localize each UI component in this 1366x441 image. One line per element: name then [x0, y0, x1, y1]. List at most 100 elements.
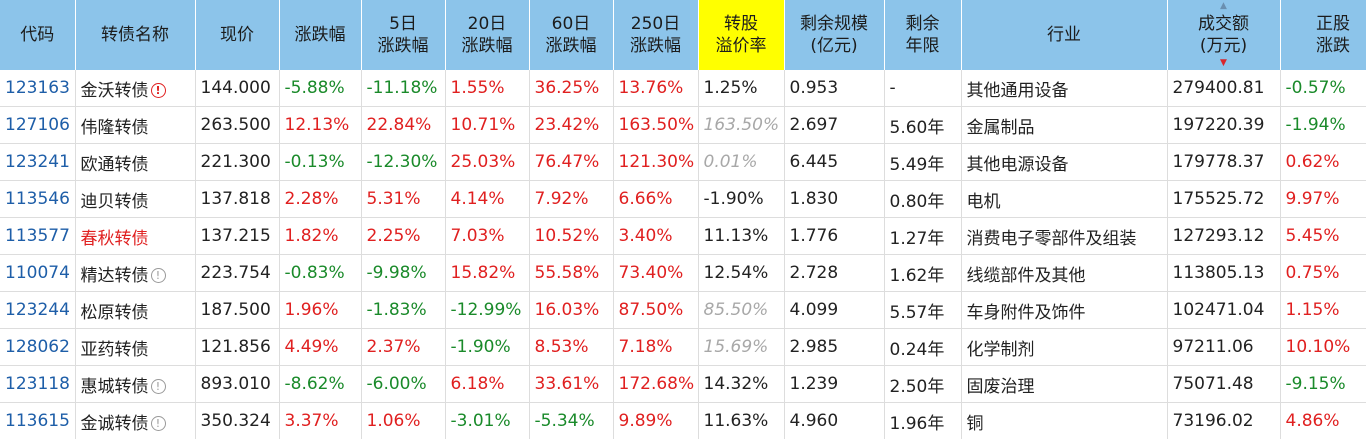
change-5d-cell: 5.31%	[361, 180, 446, 218]
bond-code-cell[interactable]: 123244	[0, 291, 76, 329]
industry-cell: 消费电子零部件及组装	[961, 217, 1168, 255]
change-20d-cell: 4.14%	[445, 180, 530, 218]
table-row[interactable]: 123244 松原转债 187.500 1.96% -1.83% -12.99% 16.03…	[0, 291, 1366, 329]
column-header-name[interactable]: 转债名称	[75, 0, 196, 70]
conversion-premium-cell: 12.54%	[698, 254, 785, 292]
bond-name-cell[interactable]: 迪贝转债	[75, 180, 196, 218]
column-header-sublabel: 涨跌	[1316, 36, 1350, 56]
bond-name[interactable]: 亚药转债	[80, 339, 149, 360]
bond-name[interactable]: 金沃转债	[80, 80, 149, 101]
stock-change-cell: 1.15%	[1280, 291, 1366, 329]
column-header-chg20[interactable]: 20日 涨跌幅	[445, 0, 530, 70]
bond-code-cell[interactable]: 123241	[0, 143, 76, 181]
bond-name-cell[interactable]: 金沃转债!	[75, 70, 196, 107]
column-header-label: 剩余	[905, 14, 940, 34]
stock-change-cell: 9.97%	[1280, 180, 1366, 218]
remaining-size-cell: 4.099	[784, 291, 885, 329]
turnover-cell: 179778.37	[1167, 143, 1281, 181]
industry-cell: 其他通用设备	[961, 70, 1168, 107]
bond-name[interactable]: 春秋转债	[80, 228, 149, 249]
change-60d-cell: 16.03%	[529, 291, 614, 329]
column-header-years[interactable]: 剩余 年限	[884, 0, 962, 70]
bond-code-cell[interactable]: 123118	[0, 365, 76, 403]
bond-code-cell[interactable]: 113615	[0, 402, 76, 439]
change-20d-cell: 15.82%	[445, 254, 530, 292]
bond-name-cell[interactable]: 惠城转债!	[75, 365, 196, 403]
sort-up-icon[interactable]: ▲	[1220, 1, 1227, 11]
bond-code-cell[interactable]: 128062	[0, 328, 76, 366]
column-header-chg5[interactable]: 5日 涨跌幅	[361, 0, 446, 70]
bond-name[interactable]: 欧通转债	[80, 154, 149, 175]
column-header-chg[interactable]: 涨跌幅	[279, 0, 362, 70]
conversion-premium-cell: 0.01%	[698, 143, 785, 181]
table-row[interactable]: 110074 精达转债! 223.754 -0.83% -9.98% 15.82% 55.5…	[0, 254, 1366, 292]
warning-icon[interactable]: !	[150, 82, 166, 98]
bond-name-cell[interactable]: 伟隆转债	[75, 106, 196, 144]
change-60d-cell: 36.25%	[529, 70, 614, 107]
change-60d-cell: 7.92%	[529, 180, 614, 218]
remaining-years-cell: -	[884, 70, 962, 107]
bond-name[interactable]: 精达转债	[80, 265, 149, 286]
change-5d-cell: -6.00%	[361, 365, 446, 403]
bond-code-cell[interactable]: 113577	[0, 217, 76, 255]
change-5d-cell: -1.83%	[361, 291, 446, 329]
info-icon[interactable]: !	[150, 415, 166, 431]
conversion-premium-cell: 163.50%	[698, 106, 785, 144]
column-header-industry[interactable]: 行业	[961, 0, 1168, 70]
bond-name-cell[interactable]: 松原转债	[75, 291, 196, 329]
bond-name-cell[interactable]: 欧通转债	[75, 143, 196, 181]
change-20d-cell: -1.90%	[445, 328, 530, 366]
change-20d-cell: 25.03%	[445, 143, 530, 181]
sort-down-icon[interactable]: ▼	[1220, 58, 1227, 68]
column-header-label: 行业	[1047, 25, 1081, 45]
bond-name-cell[interactable]: 金诚转债!	[75, 402, 196, 439]
table-row[interactable]: 113546 迪贝转债 137.818 2.28% 5.31% 4.14% 7.92% 6.6…	[0, 180, 1366, 218]
change-5d-cell: -12.30%	[361, 143, 446, 181]
bond-name[interactable]: 松原转债	[80, 302, 149, 323]
column-header-label: 现价	[220, 25, 254, 45]
table-row[interactable]: 123118 惠城转债! 893.010 -8.62% -6.00% 6.18% 33.61…	[0, 365, 1366, 403]
change-60d-cell: 33.61%	[529, 365, 614, 403]
change-cell: 1.96%	[279, 291, 362, 329]
change-60d-cell: 10.52%	[529, 217, 614, 255]
change-cell: -0.83%	[279, 254, 362, 292]
change-20d-cell: -12.99%	[445, 291, 530, 329]
change-cell: -0.13%	[279, 143, 362, 181]
column-header-code[interactable]: 代码	[0, 0, 76, 70]
info-icon[interactable]: !	[150, 378, 166, 394]
column-header-chg60[interactable]: 60日 涨跌幅	[529, 0, 614, 70]
bond-name[interactable]: 惠城转债	[80, 376, 149, 397]
column-header-sublabel: 涨跌幅	[630, 36, 681, 56]
price-cell: 137.818	[195, 180, 280, 218]
bond-name[interactable]: 金诚转债	[80, 413, 149, 434]
bond-code-cell[interactable]: 123163	[0, 70, 76, 107]
column-header-price[interactable]: 现价	[195, 0, 280, 70]
bond-code-cell[interactable]: 110074	[0, 254, 76, 292]
change-250d-cell: 172.68%	[613, 365, 699, 403]
price-cell: 137.215	[195, 217, 280, 255]
remaining-years-cell: 5.57年	[884, 291, 962, 329]
table-row[interactable]: 128062 亚药转债 121.856 4.49% 2.37% -1.90% 8.53% 7.…	[0, 328, 1366, 366]
column-header-size[interactable]: 剩余规模 (亿元)	[784, 0, 885, 70]
column-header-premium[interactable]: 转股 溢价率	[698, 0, 785, 70]
bond-name-cell[interactable]: 亚药转债	[75, 328, 196, 366]
industry-cell: 电机	[961, 180, 1168, 218]
bond-code-cell[interactable]: 127106	[0, 106, 76, 144]
column-header-turnover[interactable]: 成交额 (万元) ▲ ▼	[1167, 0, 1281, 70]
table-row[interactable]: 123241 欧通转债 221.300 -0.13% -12.30% 25.03% 76.4…	[0, 143, 1366, 181]
bond-code-cell[interactable]: 113546	[0, 180, 76, 218]
info-icon[interactable]: !	[150, 267, 166, 283]
table-row[interactable]: 123163 金沃转债! 144.000 -5.88% -11.18% 1.55% 36.2…	[0, 70, 1366, 107]
table-row[interactable]: 127106 伟隆转债 263.500 12.13% 22.84% 10.71% 23.42…	[0, 106, 1366, 144]
remaining-years-cell: 0.24年	[884, 328, 962, 366]
table-row[interactable]: 113615 金诚转债! 350.324 3.37% 1.06% -3.01% -5.34%…	[0, 402, 1366, 439]
bond-name-cell[interactable]: 精达转债!	[75, 254, 196, 292]
column-header-stock-chg[interactable]: 正股 涨跌	[1280, 0, 1366, 70]
column-header-chg250[interactable]: 250日 涨跌幅	[613, 0, 699, 70]
industry-cell: 其他电源设备	[961, 143, 1168, 181]
change-250d-cell: 3.40%	[613, 217, 699, 255]
bond-name[interactable]: 迪贝转债	[80, 191, 149, 212]
bond-name[interactable]: 伟隆转债	[80, 117, 149, 138]
table-row[interactable]: 113577 春秋转债 137.215 1.82% 2.25% 7.03% 10.52% 3.…	[0, 217, 1366, 255]
bond-name-cell[interactable]: 春秋转债	[75, 217, 196, 255]
